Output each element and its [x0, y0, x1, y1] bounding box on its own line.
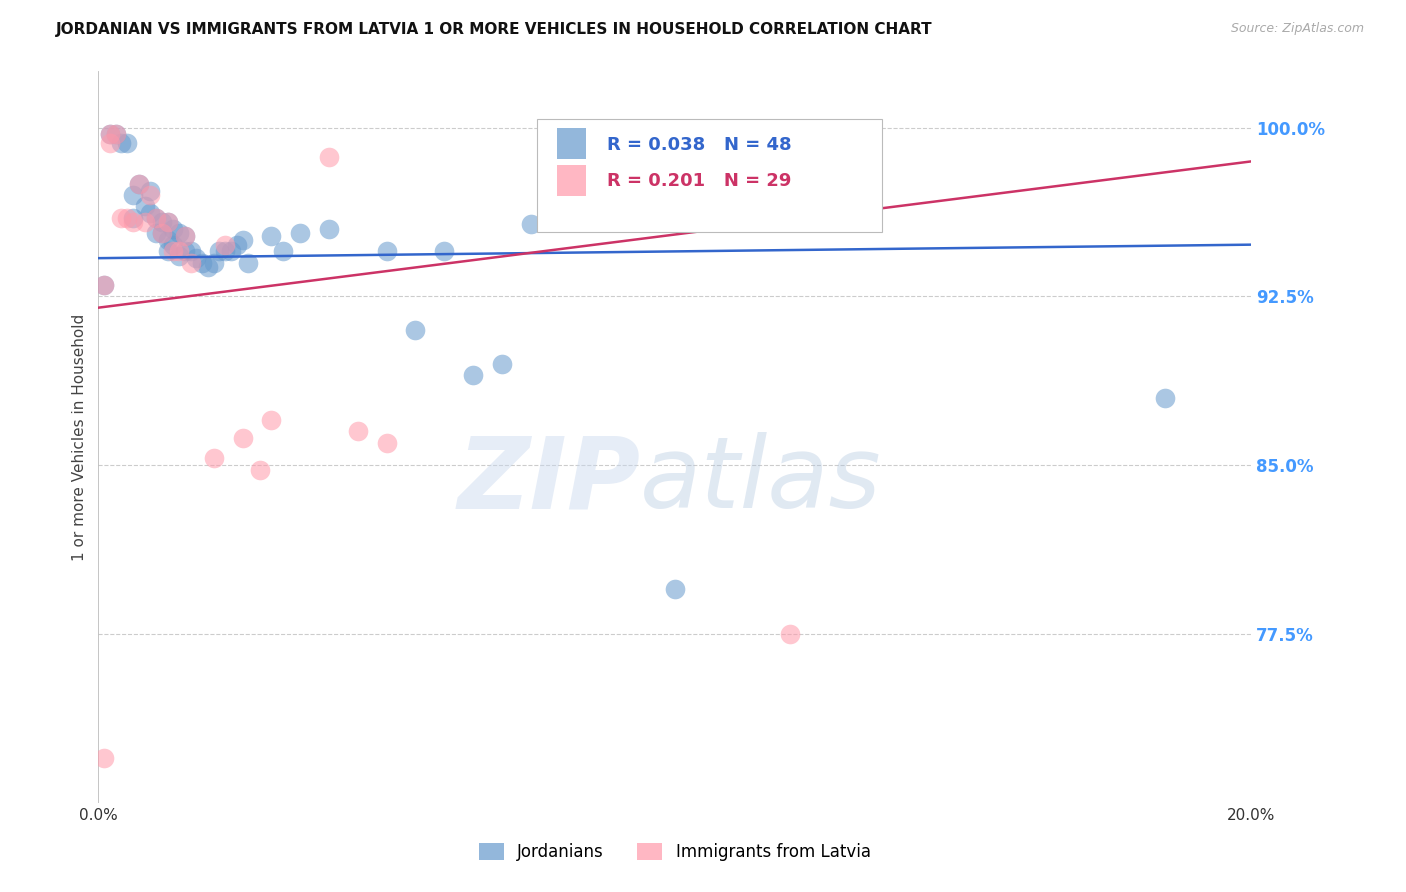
Point: [225, 237, 247, 252]
Text: JORDANIAN VS IMMIGRANTS FROM LATVIA 1 OR MORE VEHICLES IN HOUSEHOLD CORRELATION : JORDANIAN VS IMMIGRANTS FROM LATVIA 1 OR…: [56, 22, 932, 37]
Point: [117, 136, 139, 151]
Point: [491, 357, 513, 371]
Point: [197, 260, 219, 275]
Point: [93, 278, 115, 293]
Point: [167, 244, 190, 259]
Point: [110, 211, 132, 225]
Text: ZIP: ZIP: [457, 433, 640, 530]
Point: [260, 413, 283, 427]
Point: [433, 244, 456, 259]
Point: [318, 222, 340, 236]
Point: [202, 255, 225, 269]
Point: [375, 244, 398, 259]
Point: [104, 128, 127, 142]
Point: [180, 244, 202, 259]
Point: [346, 425, 368, 439]
Y-axis label: 1 or more Vehicles in Household: 1 or more Vehicles in Household: [72, 313, 87, 561]
Point: [290, 227, 312, 241]
Point: [162, 237, 184, 252]
Point: [156, 215, 179, 229]
Point: [134, 215, 156, 229]
Point: [134, 199, 156, 213]
Point: [202, 451, 225, 466]
Point: [238, 255, 260, 269]
Point: [150, 215, 173, 229]
Point: [721, 211, 744, 225]
Point: [156, 244, 179, 259]
Bar: [557, 165, 586, 195]
Legend: Jordanians, Immigrants from Latvia: Jordanians, Immigrants from Latvia: [472, 836, 877, 868]
Point: [150, 227, 173, 241]
Point: [520, 218, 543, 232]
Point: [461, 368, 484, 383]
Text: Source: ZipAtlas.com: Source: ZipAtlas.com: [1230, 22, 1364, 36]
Point: [260, 228, 283, 243]
Point: [122, 215, 145, 229]
Point: [162, 244, 184, 259]
Point: [249, 463, 271, 477]
Point: [93, 751, 115, 765]
Point: [98, 128, 121, 142]
Point: [145, 211, 167, 225]
Point: [98, 128, 121, 142]
Point: [214, 244, 236, 259]
Point: [122, 188, 145, 202]
Point: [231, 431, 254, 445]
Point: [271, 244, 294, 259]
Point: [186, 251, 208, 265]
Bar: [557, 128, 586, 159]
Point: [174, 244, 197, 259]
Point: [128, 177, 150, 191]
Point: [837, 211, 859, 225]
Point: [122, 211, 145, 225]
Point: [167, 249, 190, 263]
Point: [219, 244, 242, 259]
Point: [1153, 391, 1175, 405]
Text: atlas: atlas: [640, 433, 882, 530]
Point: [180, 255, 202, 269]
Point: [145, 227, 167, 241]
Point: [156, 215, 179, 229]
Point: [318, 150, 340, 164]
Point: [664, 193, 686, 207]
Text: R = 0.038   N = 48: R = 0.038 N = 48: [607, 136, 792, 153]
Point: [375, 435, 398, 450]
Point: [162, 222, 184, 236]
Point: [214, 237, 236, 252]
Point: [93, 278, 115, 293]
Point: [117, 211, 139, 225]
Point: [150, 227, 173, 241]
Point: [98, 136, 121, 151]
Point: [167, 227, 190, 241]
FancyBboxPatch shape: [537, 119, 883, 232]
Point: [405, 323, 427, 337]
Point: [104, 128, 127, 142]
Point: [174, 228, 197, 243]
Point: [110, 136, 132, 151]
Point: [231, 233, 254, 247]
Point: [128, 177, 150, 191]
Point: [664, 582, 686, 596]
Point: [139, 206, 162, 220]
Point: [779, 627, 801, 641]
Point: [191, 255, 214, 269]
Point: [145, 211, 167, 225]
Point: [156, 233, 179, 247]
Text: R = 0.201   N = 29: R = 0.201 N = 29: [607, 172, 792, 190]
Point: [139, 184, 162, 198]
Point: [139, 188, 162, 202]
Point: [208, 244, 231, 259]
Point: [174, 228, 197, 243]
